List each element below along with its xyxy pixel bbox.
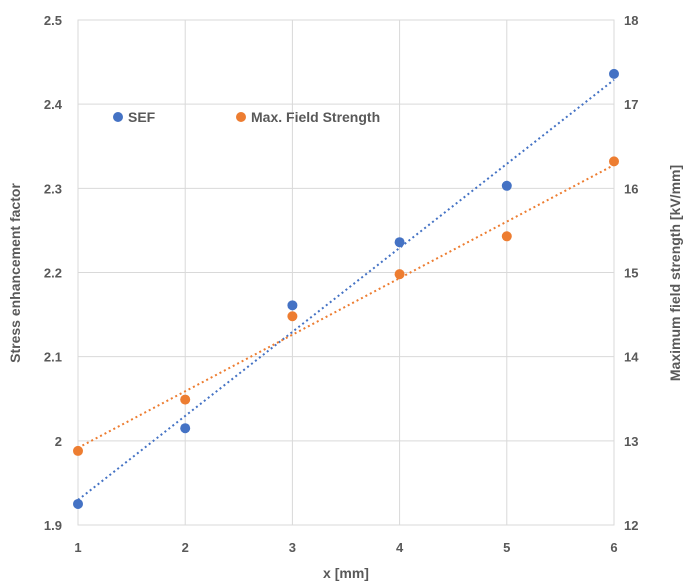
point-sef-3 — [394, 237, 405, 248]
y2-tick-label-1: 13 — [624, 434, 638, 449]
point-max-field-strength-4 — [501, 231, 512, 242]
data-points — [73, 68, 619, 509]
y-tick-label-4: 2.3 — [44, 181, 62, 196]
y2-tick-label-2: 14 — [624, 350, 639, 365]
x-tick-label-0: 1 — [74, 540, 81, 555]
legend-label-max-field-strength: Max. Field Strength — [251, 109, 380, 125]
y2-tick-label-3: 15 — [624, 266, 638, 281]
y-tick-label-5: 2.4 — [44, 97, 63, 112]
point-max-field-strength-2 — [287, 311, 298, 322]
legend-marker-max-field-strength — [236, 112, 246, 122]
grid-lines — [77, 19, 615, 526]
y-tick-label-1: 2 — [55, 434, 62, 449]
y-tick-label-6: 2.5 — [44, 13, 62, 28]
point-sef-0 — [73, 498, 83, 509]
x-tick-labels: 1 2 3 4 5 6 — [74, 540, 617, 555]
y-tick-label-2: 2.1 — [44, 350, 62, 365]
point-max-field-strength-3 — [394, 269, 405, 280]
x-tick-label-3: 4 — [396, 540, 404, 555]
y2-tick-label-6: 18 — [624, 13, 638, 28]
y2-axis-title: Maximum field strength [kV/mm] — [667, 165, 683, 381]
legend-marker-sef — [113, 112, 123, 122]
x-axis-title: x [mm] — [323, 565, 369, 581]
y-tick-label-0: 1.9 — [44, 518, 62, 533]
y2-tick-labels: 12 13 14 15 16 17 18 — [624, 13, 639, 533]
legend: SEF Max. Field Strength — [113, 109, 380, 125]
plot-area-border — [77, 19, 615, 526]
point-max-field-strength-5 — [609, 156, 619, 167]
x-tick-label-1: 2 — [182, 540, 189, 555]
point-sef-5 — [609, 68, 619, 79]
y-tick-labels: 1.9 2 2.1 2.2 2.3 2.4 2.5 — [44, 13, 63, 533]
trendline-sef — [77, 79, 615, 501]
trendlines — [77, 79, 615, 501]
x-tick-label-4: 5 — [503, 540, 510, 555]
point-sef-2 — [287, 300, 298, 311]
x-tick-label-2: 3 — [289, 540, 296, 555]
legend-label-sef: SEF — [128, 109, 156, 125]
point-max-field-strength-1 — [180, 394, 191, 405]
y2-tick-label-5: 17 — [624, 97, 638, 112]
y-tick-label-3: 2.2 — [44, 266, 62, 281]
y2-tick-label-0: 12 — [624, 518, 638, 533]
point-max-field-strength-0 — [73, 445, 83, 456]
y2-tick-label-4: 16 — [624, 181, 638, 196]
point-sef-4 — [501, 180, 512, 191]
x-tick-label-5: 6 — [610, 540, 617, 555]
trendline-max-field-strength — [77, 164, 615, 449]
point-sef-1 — [180, 423, 191, 434]
y-axis-title: Stress enhancement factor — [7, 183, 23, 363]
